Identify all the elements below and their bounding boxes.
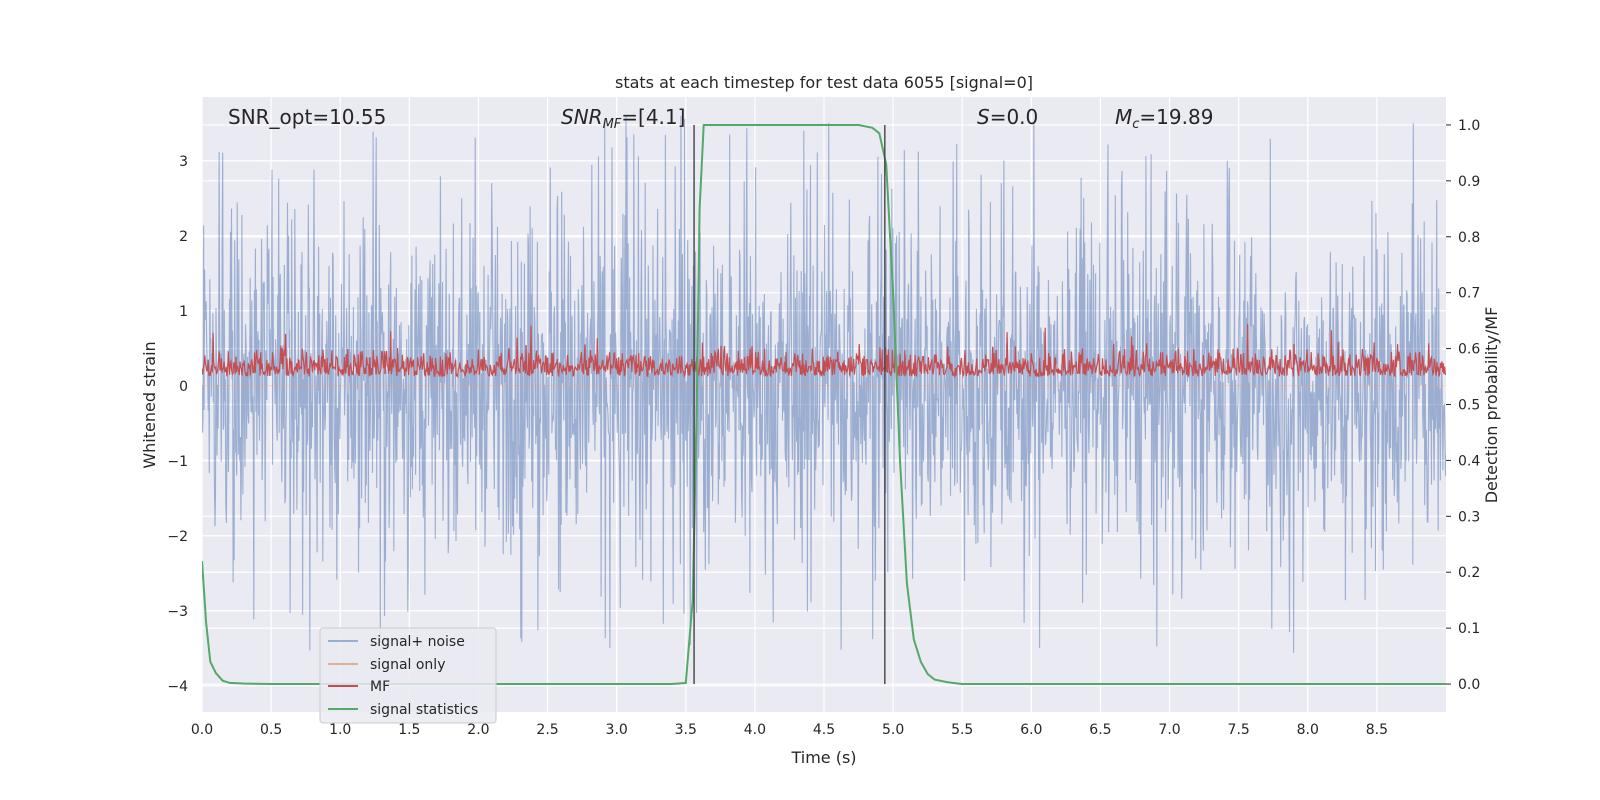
legend-box: [319, 627, 497, 724]
y-tick-label-right: 0.1: [1458, 621, 1480, 637]
vertical-markers: [693, 124, 886, 685]
annotation-s-main: S: [977, 105, 990, 129]
annotation-snr-mf-sub: MF: [603, 117, 622, 132]
x-tick-label: 0.0: [191, 722, 213, 738]
y-tick-label-left: −2: [167, 529, 188, 545]
series-signal-statistics: [202, 124, 1446, 685]
x-tick-label: 8.0: [1297, 722, 1319, 738]
y-tick-label-left: 2: [179, 229, 188, 245]
y-tick-label-right: 0.4: [1458, 453, 1480, 469]
y-axis-label-right: Detection probability/MF: [1482, 307, 1501, 504]
y-tick-label-right: 0.7: [1458, 286, 1480, 302]
y-tick-label-right: 0.3: [1458, 509, 1480, 525]
y-tick-label-right: 0.2: [1458, 565, 1480, 581]
tick-labels: 0.0 0.5 1.0 1.5 2.0 2.5 3.0 3.5 4.0 4.5 5.0 5.5 6.0 6…: [167, 118, 1480, 738]
x-tick-label: 8.5: [1366, 722, 1388, 738]
annotation-s: S=0.0: [977, 105, 1038, 129]
x-tick-label: 4.0: [744, 722, 766, 738]
y-tick-label-right: 1.0: [1458, 118, 1480, 134]
y-tick-label-right: 0.6: [1458, 342, 1480, 358]
x-tick-label: 1.5: [398, 722, 420, 738]
x-tick-label: 3.5: [675, 722, 697, 738]
x-tick-label: 5.5: [951, 722, 973, 738]
x-tick-label: 1.0: [329, 722, 351, 738]
legend: signal+ noise signal only MF signal stat…: [319, 627, 497, 724]
annotation-mc-main: M: [1115, 105, 1132, 129]
x-axis-label: Time (s): [790, 748, 856, 767]
y-axis-label-left: Whitened strain: [140, 341, 159, 468]
annotation-s-rest: =0.0: [990, 105, 1039, 129]
y-tick-label-right: 0.9: [1458, 174, 1480, 190]
series-signal-noise: [202, 115, 1446, 653]
annotation-snr-opt: SNR_opt=10.55: [228, 105, 386, 129]
y-tick-label-left: −3: [167, 604, 188, 620]
annotation-snr-mf-rest: =[4.1]: [621, 105, 685, 129]
annotation-snr-mf: SNRMF=[4.1]: [561, 105, 685, 132]
grid: [201, 97, 1446, 712]
x-tick-label: 6.0: [1020, 722, 1042, 738]
x-tick-label: 2.0: [467, 722, 489, 738]
x-tick-label: 6.5: [1089, 722, 1111, 738]
annotation-snr-mf-main: SNR: [561, 105, 603, 129]
y-tick-label-right: 0.0: [1458, 677, 1480, 693]
y-tick-label-left: −1: [167, 454, 188, 470]
legend-label-mf: MF: [370, 679, 390, 695]
annotation-mc-rest: =19.89: [1139, 105, 1213, 129]
legend-label-signal-only: signal only: [370, 657, 445, 673]
y-tick-label-left: 1: [179, 304, 188, 320]
y-tick-label-left: −4: [167, 679, 188, 695]
annotation-mc: Mc=19.89: [1115, 105, 1213, 132]
chart-title: stats at each timestep for test data 605…: [615, 73, 1033, 92]
series-layer: [202, 115, 1446, 685]
legend-label-signal-noise: signal+ noise: [370, 634, 465, 650]
legend-label-signal-statistics: signal statistics: [370, 702, 478, 718]
series-mf: [202, 323, 1446, 379]
x-tick-label: 7.5: [1228, 722, 1250, 738]
x-tick-label: 3.0: [606, 722, 628, 738]
x-tick-label: 7.0: [1158, 722, 1180, 738]
y-tick-label-right: 0.8: [1458, 230, 1480, 246]
x-tick-label: 0.5: [260, 722, 282, 738]
x-tick-label: 5.0: [882, 722, 904, 738]
x-tick-label: 2.5: [536, 722, 558, 738]
y-tick-label-left: 3: [179, 154, 188, 170]
annotation-mc-sub: c: [1132, 117, 1139, 132]
y-tick-label-left: 0: [179, 379, 188, 395]
y-tick-label-right: 0.5: [1458, 398, 1480, 414]
x-tick-label: 4.5: [813, 722, 835, 738]
